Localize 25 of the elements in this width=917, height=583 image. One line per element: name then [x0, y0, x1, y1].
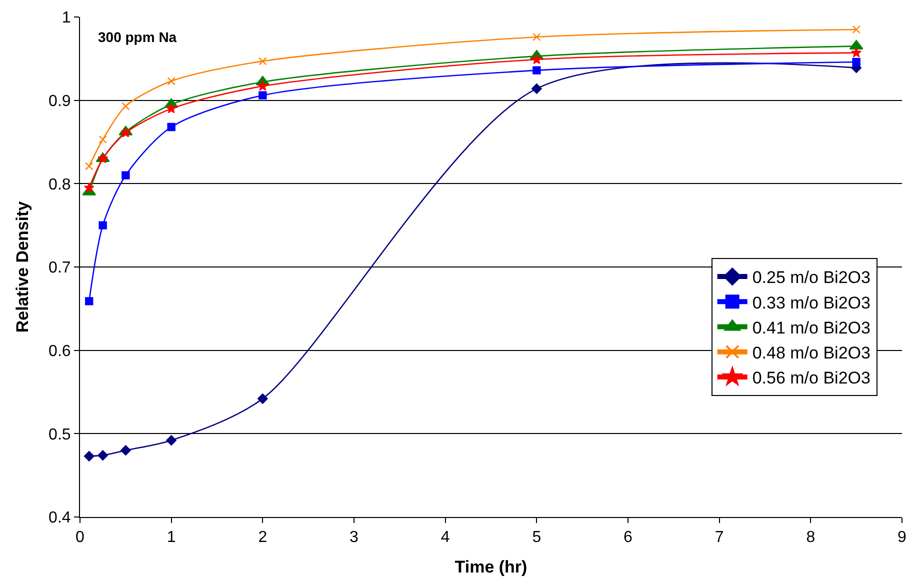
y-tick-label: 1: [62, 10, 71, 27]
legend-label: 0.25 m/o Bi2O3: [752, 268, 870, 288]
legend-label: 0.41 m/o Bi2O3: [752, 318, 870, 338]
y-tick-label: 0.6: [48, 342, 71, 360]
x-tick-label: 1: [166, 529, 176, 546]
legend-label: 0.56 m/o Bi2O3: [752, 368, 870, 388]
x-tick-label: 9: [898, 529, 907, 546]
x-tick-label: 6: [624, 529, 633, 546]
legend-label: 0.33 m/o Bi2O3: [752, 293, 870, 312]
x-tick-label: 0: [76, 529, 85, 546]
x-tick-label: 3: [350, 529, 359, 546]
x-tick-label: 7: [714, 529, 724, 546]
x-tick-label: 2: [258, 529, 268, 546]
x-tick-label: 8: [806, 529, 816, 546]
y-tick-label: 0.5: [48, 426, 71, 444]
x-tick-label: 4: [440, 529, 450, 546]
y-tick-label: 0.4: [48, 510, 71, 527]
annotation: 300 ppm Na: [98, 29, 177, 45]
legend-label: 0.48 m/o Bi2O3: [752, 343, 870, 362]
y-tick-label: 0.8: [48, 176, 71, 194]
y-axis-title: Relative Density: [13, 200, 32, 333]
y-tick-label: 0.9: [48, 92, 71, 110]
x-axis-title: Time (hr): [454, 558, 528, 577]
x-tick-label: 5: [532, 529, 542, 546]
y-tick-label: 0.7: [48, 260, 71, 277]
